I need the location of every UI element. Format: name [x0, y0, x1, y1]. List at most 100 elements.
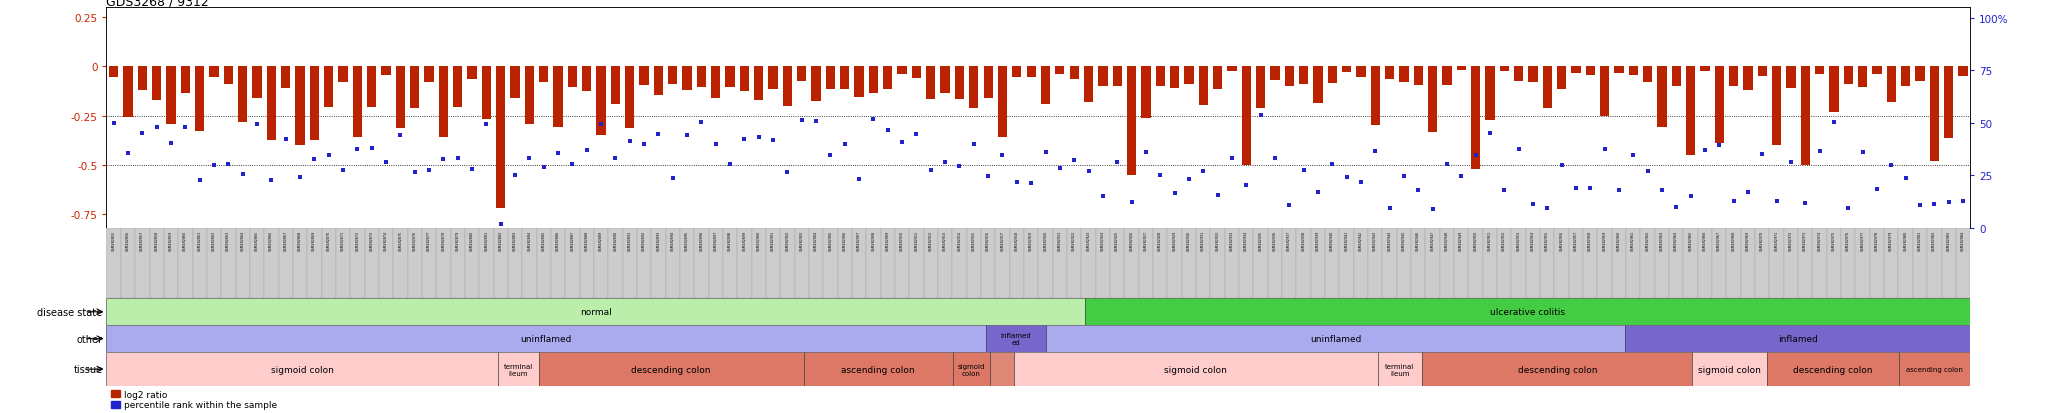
Bar	[1182, 228, 1196, 299]
Text: GSM282903: GSM282903	[801, 230, 803, 251]
Text: GSM282942: GSM282942	[1360, 230, 1362, 251]
Point	[741, 134, 774, 141]
Bar	[1483, 228, 1497, 299]
Point	[1073, 169, 1106, 176]
Bar	[223, 67, 233, 85]
Point	[184, 178, 217, 184]
Bar	[422, 228, 436, 299]
Bar	[1712, 228, 1726, 299]
Bar	[924, 228, 938, 299]
Bar	[1069, 67, 1079, 79]
Point	[713, 161, 745, 168]
Text: sigmoid
colon: sigmoid colon	[958, 363, 985, 376]
Bar	[739, 67, 750, 91]
Point	[1761, 198, 1794, 204]
Bar	[1841, 228, 1855, 299]
Text: GSM282930: GSM282930	[1188, 230, 1190, 251]
Bar	[496, 67, 506, 209]
Text: GDS3268 / 9312: GDS3268 / 9312	[106, 0, 209, 8]
Point	[197, 162, 231, 169]
Point	[557, 161, 590, 168]
Point	[758, 138, 791, 144]
Bar	[926, 67, 936, 100]
Bar	[551, 228, 565, 299]
Text: descending colon: descending colon	[1518, 365, 1597, 374]
Bar	[1497, 228, 1511, 299]
Text: GSM282896: GSM282896	[700, 230, 702, 251]
Bar	[1139, 228, 1153, 299]
Bar	[1626, 325, 1970, 352]
Point	[1143, 172, 1176, 178]
Point	[512, 156, 545, 162]
Bar	[797, 67, 807, 81]
Point	[729, 137, 762, 143]
Text: GSM282925: GSM282925	[1116, 230, 1118, 251]
Text: GSM282926: GSM282926	[1130, 230, 1133, 251]
Bar	[123, 67, 133, 118]
Text: GSM282915: GSM282915	[973, 230, 975, 251]
Text: GSM282964: GSM282964	[1675, 230, 1677, 251]
Bar	[135, 228, 150, 299]
Text: GSM282868: GSM282868	[299, 230, 301, 251]
Text: GSM282901: GSM282901	[772, 230, 774, 251]
Point	[356, 145, 389, 152]
Point	[942, 164, 977, 170]
Bar	[1726, 228, 1741, 299]
Bar	[780, 228, 795, 299]
Point	[956, 142, 991, 148]
Bar	[1047, 325, 1626, 352]
Point	[1430, 161, 1462, 168]
Bar	[1812, 228, 1827, 299]
Point	[156, 140, 188, 147]
Bar	[336, 228, 350, 299]
Bar	[1757, 67, 1767, 76]
Bar	[236, 228, 250, 299]
Bar	[295, 67, 305, 146]
Point	[1802, 148, 1835, 154]
Point	[913, 167, 946, 174]
Bar	[1767, 352, 1898, 386]
Point	[569, 147, 604, 154]
Bar	[1511, 228, 1526, 299]
Point	[1360, 148, 1393, 154]
Point	[1573, 185, 1606, 192]
Bar	[1153, 228, 1167, 299]
Point	[528, 164, 561, 171]
Point	[1130, 150, 1163, 157]
Text: GSM282869: GSM282869	[313, 230, 315, 251]
Bar	[981, 228, 995, 299]
Point	[270, 137, 303, 143]
Point	[901, 131, 934, 138]
Bar	[424, 67, 434, 83]
Point	[1372, 205, 1405, 211]
Point	[311, 153, 344, 159]
Bar	[1268, 228, 1282, 299]
Bar	[1442, 67, 1452, 86]
Bar	[150, 228, 164, 299]
Text: GSM282913: GSM282913	[944, 230, 946, 251]
Text: other: other	[76, 334, 102, 344]
Bar	[1397, 228, 1411, 299]
Bar	[883, 67, 893, 90]
Point	[541, 151, 573, 157]
Bar	[193, 228, 207, 299]
Point	[930, 159, 963, 166]
Text: GSM282894: GSM282894	[672, 230, 674, 251]
Bar	[539, 352, 803, 386]
Bar	[1282, 228, 1296, 299]
Bar	[1843, 67, 1853, 85]
Bar	[1513, 67, 1524, 82]
Point	[469, 121, 504, 128]
Text: GSM282949: GSM282949	[1460, 230, 1462, 251]
Text: descending colon: descending colon	[631, 365, 711, 374]
Text: GSM282983: GSM282983	[1948, 230, 1950, 251]
Text: GSM282955: GSM282955	[1546, 230, 1548, 251]
Text: GSM282864: GSM282864	[242, 230, 244, 251]
Bar	[350, 228, 365, 299]
Bar	[580, 228, 594, 299]
Bar	[1255, 67, 1266, 109]
Point	[483, 221, 516, 228]
Text: GSM282875: GSM282875	[399, 230, 401, 251]
Point	[500, 172, 532, 179]
Bar	[539, 67, 549, 82]
